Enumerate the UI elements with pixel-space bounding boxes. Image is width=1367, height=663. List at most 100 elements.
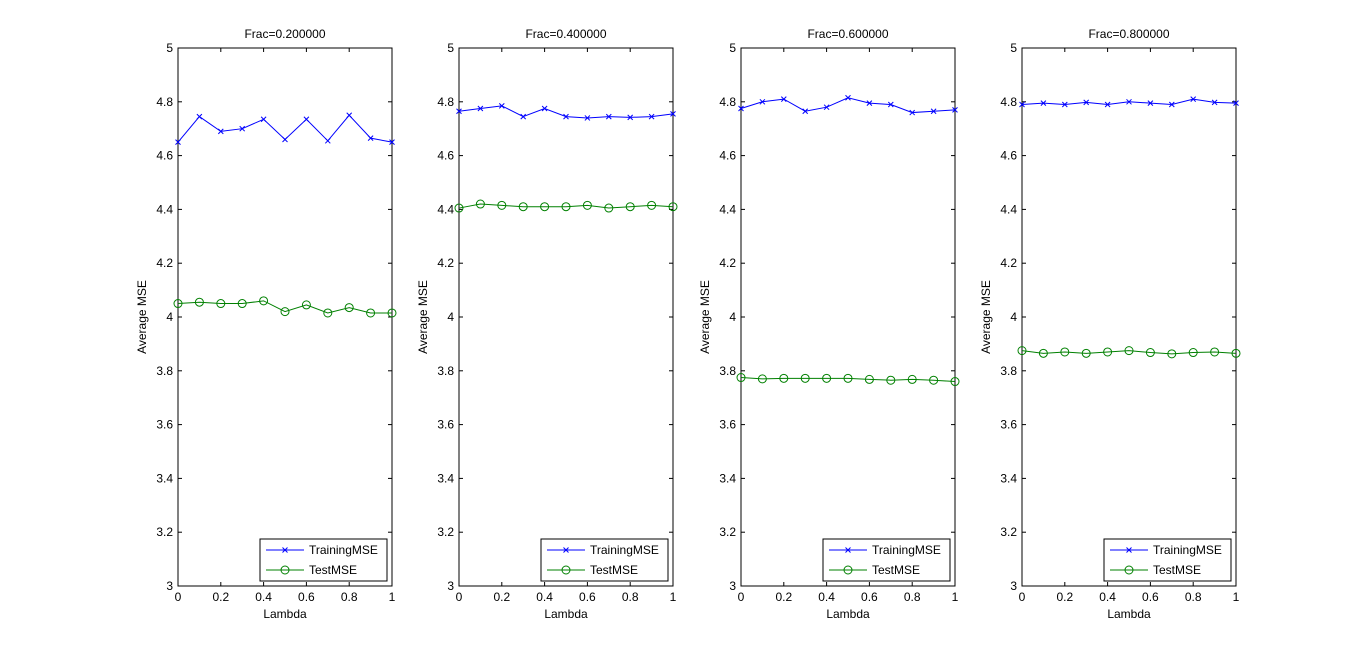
y-tick-label: 4.2 xyxy=(437,256,454,270)
data-point-TestMSE xyxy=(1167,349,1177,359)
marker-stroke xyxy=(175,139,181,146)
marker-stroke xyxy=(823,104,830,111)
chart-title: Frac=0.200000 xyxy=(244,27,325,41)
data-point-TestMSE xyxy=(1081,348,1091,358)
y-tick-label: 4.8 xyxy=(1000,95,1017,109)
y-tick-label: 4.4 xyxy=(437,202,454,216)
y-tick-label: 3.8 xyxy=(1000,364,1017,378)
data-point-TestMSE xyxy=(864,374,874,384)
data-point-TrainingMSE xyxy=(477,105,484,112)
marker-stroke xyxy=(759,98,766,105)
data-point-TrainingMSE xyxy=(952,107,958,113)
x-tick-label: 0 xyxy=(738,590,745,604)
legend-label: TestMSE xyxy=(309,563,357,577)
y-tick-label: 3.4 xyxy=(719,471,736,485)
marker-stroke xyxy=(648,113,655,120)
chart-title: Frac=0.800000 xyxy=(1088,27,1169,41)
legend-marker xyxy=(280,565,290,575)
x-tick-label: 1 xyxy=(389,590,396,604)
data-point-TestMSE xyxy=(1188,348,1198,358)
marker-stroke xyxy=(346,112,353,119)
x-tick-label: 0.2 xyxy=(493,590,510,604)
data-point-TestMSE xyxy=(1017,346,1027,356)
data-point-TestMSE xyxy=(779,373,789,383)
y-tick-label: 4 xyxy=(729,310,736,324)
legend-marker xyxy=(845,547,851,553)
marker-stroke xyxy=(627,114,634,121)
y-tick-label: 4.2 xyxy=(156,256,173,270)
x-tick-label: 0.6 xyxy=(579,590,596,604)
x-tick-label: 0.6 xyxy=(1142,590,1159,604)
marker-stroke xyxy=(239,125,246,132)
x-tick-label: 0.8 xyxy=(1185,590,1202,604)
legend-box xyxy=(822,538,951,582)
plot-area xyxy=(177,47,393,587)
y-tick-label: 4.8 xyxy=(437,95,454,109)
x-axis-label: Lambda xyxy=(1107,607,1151,621)
marker-stroke xyxy=(541,105,548,112)
data-point-TestMSE xyxy=(540,202,550,212)
data-point-TrainingMSE xyxy=(282,136,288,143)
legend-label: TrainingMSE xyxy=(872,543,941,557)
x-tick-label: 0.8 xyxy=(341,590,358,604)
y-tick-label: 4.6 xyxy=(1000,149,1017,163)
marker-stroke xyxy=(217,128,224,135)
marker-stroke xyxy=(952,107,958,113)
data-point-TrainingMSE xyxy=(456,108,462,115)
chart-title: Frac=0.600000 xyxy=(807,27,888,41)
legend: TrainingMSE TestMSE xyxy=(540,538,669,582)
x-tick-label: 0.4 xyxy=(536,590,553,604)
data-point-TrainingMSE xyxy=(367,135,374,141)
y-tick-label: 4.6 xyxy=(156,149,173,163)
x-axis-label: Lambda xyxy=(263,607,307,621)
marker-stroke xyxy=(1019,101,1025,108)
data-point-TestMSE xyxy=(194,297,204,307)
data-point-TestMSE xyxy=(173,299,183,309)
x-axis-label: Lambda xyxy=(826,607,870,621)
y-tick-label: 4 xyxy=(447,310,454,324)
plot-area xyxy=(1021,47,1237,587)
data-point-TestMSE xyxy=(647,200,657,210)
x-tick-label: 0.6 xyxy=(298,590,315,604)
data-point-TrainingMSE xyxy=(1104,101,1111,108)
data-point-TrainingMSE xyxy=(738,105,744,112)
data-point-TrainingMSE xyxy=(196,113,203,120)
legend-marker xyxy=(561,565,571,575)
y-tick-label: 4.4 xyxy=(1000,202,1017,216)
data-point-TrainingMSE xyxy=(1126,98,1132,105)
data-point-TestMSE xyxy=(518,202,528,212)
x-tick-label: 0.4 xyxy=(818,590,835,604)
y-tick-label: 4.2 xyxy=(719,256,736,270)
marker-stroke xyxy=(1126,98,1132,105)
marker-stroke xyxy=(477,105,484,112)
data-point-TestMSE xyxy=(344,303,354,313)
chart-panel-4: 3 3.2 3.4 3.6 3.8 4 4.2 4.4 4.6 4.8 5 0 0.2 0.4 0.6 0.8… xyxy=(979,27,1241,621)
data-point-TrainingMSE xyxy=(1061,101,1068,108)
data-point-TestMSE xyxy=(757,374,767,384)
data-point-TrainingMSE xyxy=(520,113,527,120)
data-point-TrainingMSE xyxy=(780,96,787,102)
legend: TrainingMSE TestMSE xyxy=(822,538,951,582)
data-point-TestMSE xyxy=(1124,346,1134,356)
y-tick-label: 5 xyxy=(447,41,454,55)
marker-stroke xyxy=(260,116,267,123)
data-point-TestMSE xyxy=(886,375,896,385)
data-point-TestMSE xyxy=(822,373,832,383)
marker-stroke xyxy=(1083,99,1090,106)
y-tick-label: 3 xyxy=(166,579,173,593)
y-tick-label: 4 xyxy=(1010,310,1017,324)
y-tick-label: 3.4 xyxy=(156,471,173,485)
data-point-TestMSE xyxy=(1038,348,1048,358)
y-tick-label: 4.2 xyxy=(1000,256,1017,270)
series-line-TestMSE xyxy=(740,377,956,383)
marker-stroke xyxy=(909,109,916,116)
chart-panel-2: 3 3.2 3.4 3.6 3.8 4 4.2 4.4 4.6 4.8 5 0 0.2 0.4 0.6 0.8… xyxy=(416,27,678,621)
y-tick-label: 3.4 xyxy=(437,471,454,485)
y-axis-label: Average MSE xyxy=(416,280,430,354)
y-tick-label: 4.4 xyxy=(156,202,173,216)
y-tick-label: 5 xyxy=(729,41,736,55)
legend-marker xyxy=(563,547,569,553)
data-point-TrainingMSE xyxy=(802,108,809,115)
x-axis-label: Lambda xyxy=(544,607,588,621)
